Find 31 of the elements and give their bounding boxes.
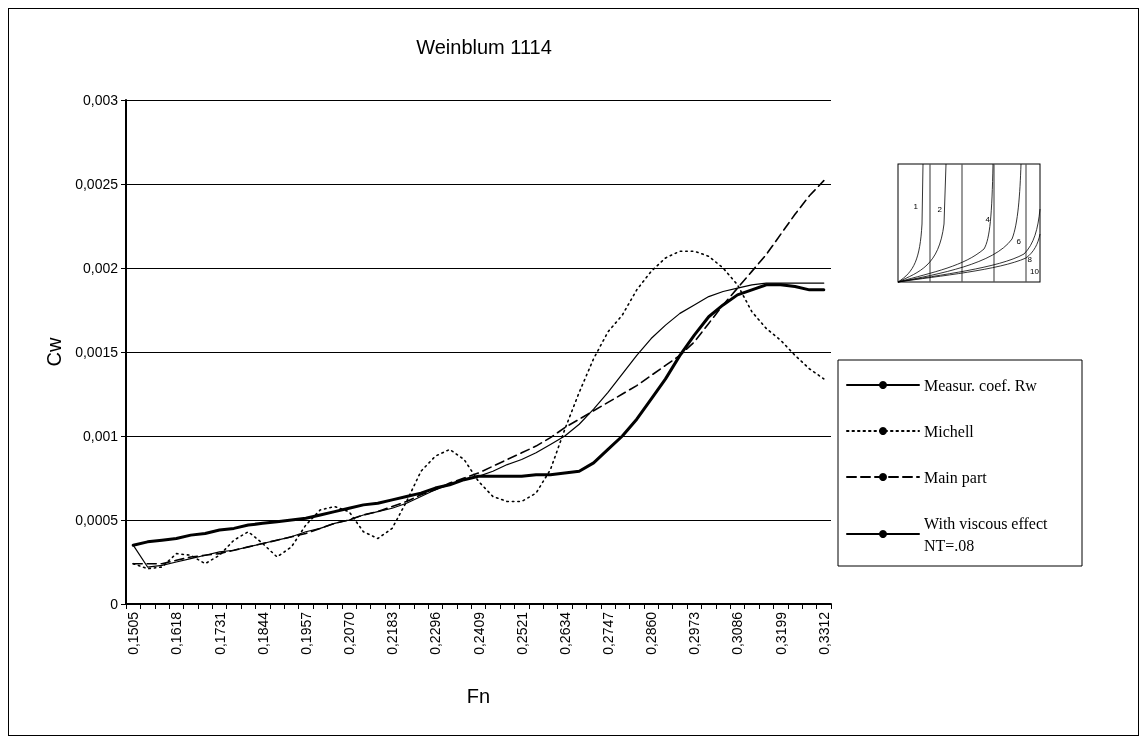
x-tick-label: 0,2634 bbox=[556, 611, 573, 655]
x-tick-label: 0,3312 bbox=[815, 611, 832, 655]
y-tick-label: 0,002 bbox=[82, 260, 119, 276]
x-tick-label: 0,2183 bbox=[384, 611, 401, 655]
y-tick-label: 0,0005 bbox=[75, 512, 119, 528]
legend-label: Michell bbox=[924, 422, 975, 440]
legend-label: Measur. coef. Rw bbox=[924, 376, 1038, 394]
x-tick-label: 0,3199 bbox=[772, 611, 789, 655]
x-tick-label: 0,1957 bbox=[297, 611, 314, 655]
x-tick-label: 0,1505 bbox=[125, 611, 142, 655]
x-tick-label: 0,2521 bbox=[513, 611, 530, 655]
x-tick-label: 0,1618 bbox=[168, 611, 185, 655]
y-tick-label: 0,0015 bbox=[75, 344, 119, 360]
x-tick-label: 0,2747 bbox=[599, 611, 616, 655]
x-tick-label: 0,2973 bbox=[686, 611, 703, 655]
x-tick-label: 0,2070 bbox=[341, 611, 358, 655]
x-tick-label: 0,2409 bbox=[470, 611, 487, 655]
chart-title: Weinblum 1114 bbox=[416, 36, 552, 58]
y-axis-title: Cw bbox=[43, 337, 65, 367]
x-tick-label: 0,1731 bbox=[211, 611, 228, 655]
legend-label: With viscous effect NT=.08 bbox=[924, 514, 1052, 554]
y-tick-label: 0,003 bbox=[82, 92, 119, 108]
x-axis-title: Fn bbox=[466, 685, 491, 707]
y-tick-label: 0 bbox=[110, 596, 119, 612]
y-tick-label: 0,001 bbox=[82, 428, 119, 444]
x-tick-label: 0,1844 bbox=[254, 611, 271, 655]
legend-label: Main part bbox=[924, 468, 988, 487]
x-tick-label: 0,2860 bbox=[643, 611, 660, 655]
x-tick-label: 0,2296 bbox=[427, 611, 444, 655]
x-tick-label: 0,3086 bbox=[729, 611, 746, 655]
y-tick-label: 0,0025 bbox=[75, 176, 119, 192]
